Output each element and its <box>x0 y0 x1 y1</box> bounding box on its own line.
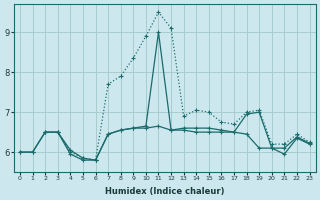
X-axis label: Humidex (Indice chaleur): Humidex (Indice chaleur) <box>105 187 225 196</box>
